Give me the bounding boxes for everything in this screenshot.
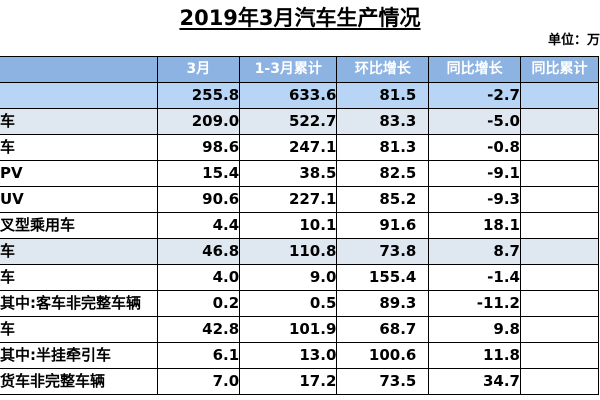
cell-value: 82.5: [336, 160, 430, 187]
cell-value: 247.1: [239, 134, 338, 161]
cell-value: 85.2: [336, 186, 430, 213]
cell-value: 101.9: [239, 316, 338, 343]
cell-value: 209.0: [156, 108, 241, 135]
cell-value: 0.5: [239, 290, 338, 317]
cell-value: [519, 238, 600, 265]
cell-value: -2.7: [428, 82, 521, 109]
cell-value: [519, 134, 600, 161]
cell-value: 42.8: [156, 316, 241, 343]
table-row: 其中:半挂牵引车 6.1 13.0 100.6 11.8: [0, 342, 600, 369]
cell-value: 6.1: [156, 342, 241, 369]
cell-value: -0.8: [428, 134, 521, 161]
cell-value: [519, 316, 600, 343]
cell-value: 15.4: [156, 160, 241, 187]
header-label: [0, 56, 158, 83]
cell-value: 73.5: [336, 368, 430, 395]
cell-value: 110.8: [239, 238, 338, 265]
cell-value: 98.6: [156, 134, 241, 161]
header-yoy-cumulative: 同比累计: [519, 56, 600, 83]
cell-value: 155.4: [336, 264, 430, 291]
production-table: 3月 1-3月累计 环比增长 同比增长 同比累计 255.8 633.6 81.5-…: [0, 56, 600, 395]
cell-value: 91.6: [336, 212, 430, 239]
table-row: 叉型乘用车 4.4 10.1 91.6 18.1: [0, 212, 600, 239]
cell-value: 34.7: [428, 368, 521, 395]
cell-value: -11.2: [428, 290, 521, 317]
cell-value: [519, 212, 600, 239]
cell-value: 68.7: [336, 316, 430, 343]
table-row: 车 42.8 101.9 68.7 9.8: [0, 316, 600, 343]
table-row: 车 98.6 247.1 81.3 -0.8: [0, 134, 600, 161]
header-mom: 环比增长: [336, 56, 430, 83]
cell-value: 38.5: [239, 160, 338, 187]
cell-value: 83.3: [336, 108, 430, 135]
cell-value: 0.2: [156, 290, 241, 317]
table-row: PV 15.4 38.5 82.5 -9.1: [0, 160, 600, 187]
row-label: 叉型乘用车: [0, 212, 158, 239]
cell-value: 73.8: [336, 238, 430, 265]
table-row: 货车非完整车辆 7.0 17.2 73.5 34.7: [0, 368, 600, 395]
header-month: 3月: [156, 56, 241, 83]
unit-label: 单位：万: [548, 33, 600, 48]
cell-value: [519, 186, 600, 213]
cell-value: 46.8: [156, 238, 241, 265]
cell-value: 8.7: [428, 238, 521, 265]
table-row: 255.8 633.6 81.5 -2.7: [0, 82, 600, 109]
cell-value: -5.0: [428, 108, 521, 135]
cell-value: [519, 82, 600, 109]
row-label: 其中:半挂牵引车: [0, 342, 158, 369]
cell-value: 10.1: [239, 212, 338, 239]
header-yoy: 同比增长: [428, 56, 521, 83]
cell-value: [519, 264, 600, 291]
table-row: 车 209.0 522.7 83.3 -5.0: [0, 108, 600, 135]
table-body: 255.8 633.6 81.5 -2.7 车 209.0 522.7 83.3 -5.0 车 98…: [0, 82, 600, 395]
row-label: 车: [0, 134, 158, 161]
cell-value: 9.8: [428, 316, 521, 343]
row-label: 车: [0, 108, 158, 135]
header-cumulative: 1-3月累计: [239, 56, 338, 83]
cell-value: 9.0: [239, 264, 338, 291]
cell-value: [519, 160, 600, 187]
table-row: UV 90.6 227.1 85.2 -9.3: [0, 186, 600, 213]
cell-value: 81.3: [336, 134, 430, 161]
cell-value: 7.0: [156, 368, 241, 395]
table-row: 车 4.0 9.0 155.4 -1.4: [0, 264, 600, 291]
cell-value: 227.1: [239, 186, 338, 213]
cell-value: 89.3: [336, 290, 430, 317]
table-header-row: 3月 1-3月累计 环比增长 同比增长 同比累计: [0, 56, 600, 83]
cell-value: 13.0: [239, 342, 338, 369]
row-label: [0, 82, 158, 109]
row-label: PV: [0, 160, 158, 187]
cell-value: 90.6: [156, 186, 241, 213]
cell-value: 633.6: [239, 82, 338, 109]
cell-value: -9.1: [428, 160, 521, 187]
row-label: 车: [0, 238, 158, 265]
cell-value: 4.4: [156, 212, 241, 239]
row-label: 其中:客车非完整车辆: [0, 290, 158, 317]
cell-value: 81.5: [336, 82, 430, 109]
row-label: 货车非完整车辆: [0, 368, 158, 395]
cell-value: 522.7: [239, 108, 338, 135]
cell-value: [519, 108, 600, 135]
table-row: 其中:客车非完整车辆 0.2 0.5 89.3 -11.2: [0, 290, 600, 317]
cell-value: -1.4: [428, 264, 521, 291]
cell-value: 18.1: [428, 212, 521, 239]
cell-value: [519, 368, 600, 395]
cell-value: [519, 290, 600, 317]
row-label: 车: [0, 316, 158, 343]
cell-value: -9.3: [428, 186, 521, 213]
cell-value: 255.8: [156, 82, 241, 109]
cell-value: 4.0: [156, 264, 241, 291]
cell-value: 11.8: [428, 342, 521, 369]
row-label: 车: [0, 264, 158, 291]
cell-value: 17.2: [239, 368, 338, 395]
table-row: 车 46.8 110.8 73.8 8.7: [0, 238, 600, 265]
cell-value: 100.6: [336, 342, 430, 369]
page-title: 2019年3月汽车生产情况: [179, 6, 421, 30]
cell-value: [519, 342, 600, 369]
row-label: UV: [0, 186, 158, 213]
